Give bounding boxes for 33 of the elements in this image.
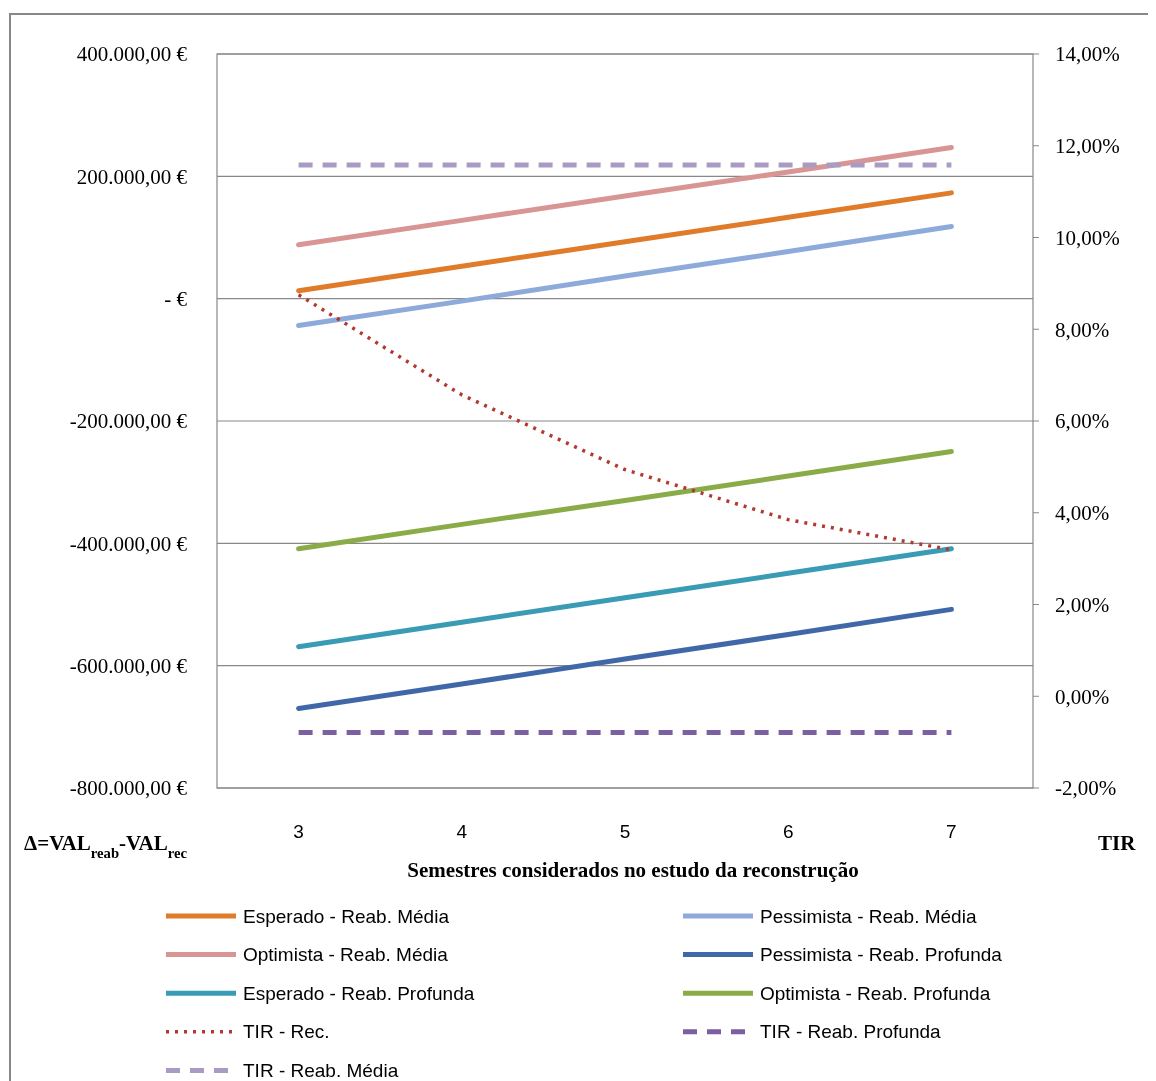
- x-tick-label: 3: [293, 821, 304, 842]
- y2-axis-title: TIR: [1098, 831, 1137, 855]
- x-tick-label: 6: [782, 821, 794, 842]
- y2-tick-label: 14,00%: [1055, 42, 1120, 67]
- legend-label: Optimista - Reab. Profunda: [760, 982, 991, 1004]
- x-tick-label: 4: [456, 821, 468, 842]
- y-tick-label: 400.000,00 €: [76, 42, 188, 67]
- legend-label: TIR - Rec.: [243, 1021, 330, 1043]
- x-tick-label: 5: [619, 821, 631, 842]
- y-tick-label: - €: [164, 287, 188, 312]
- y-tick-label: 200.000,00 €: [76, 164, 188, 189]
- legend-label: Esperado - Reab. Média: [243, 905, 450, 927]
- y2-tick-label: 10,00%: [1055, 225, 1120, 250]
- y2-tick-label: 8,00%: [1055, 317, 1110, 342]
- y2-tick-label: -2,00%: [1055, 776, 1117, 801]
- y2-tick-label: 2,00%: [1055, 592, 1110, 617]
- legend-label: TIR - Reab. Média: [243, 1060, 399, 1081]
- y2-tick-label: 0,00%: [1055, 684, 1110, 709]
- y2-tick-label: 12,00%: [1055, 134, 1120, 159]
- y-tick-label: -800.000,00 €: [69, 776, 188, 801]
- legend-label: Esperado - Reab. Profunda: [243, 982, 475, 1004]
- legend-label: Pessimista - Reab. Profunda: [760, 944, 1003, 966]
- y-tick-label: -200.000,00 €: [69, 409, 188, 434]
- y-tick-label: -600.000,00 €: [69, 654, 188, 679]
- legend-label: Optimista - Reab. Média: [243, 944, 449, 966]
- legend-label: TIR - Reab. Profunda: [760, 1021, 942, 1043]
- x-tick-label: 7: [946, 821, 957, 842]
- legend-label: Pessimista - Reab. Média: [760, 905, 977, 927]
- y2-tick-label: 6,00%: [1055, 409, 1110, 434]
- y2-tick-label: 4,00%: [1055, 501, 1110, 526]
- y-axis-title: Δ=VAL$_{reab}$-VAL$_{rec}$: [24, 831, 188, 861]
- x-axis-title: Semestres considerados no estudo da reconstrução: [407, 858, 859, 882]
- y-tick-label: -400.000,00 €: [69, 531, 188, 556]
